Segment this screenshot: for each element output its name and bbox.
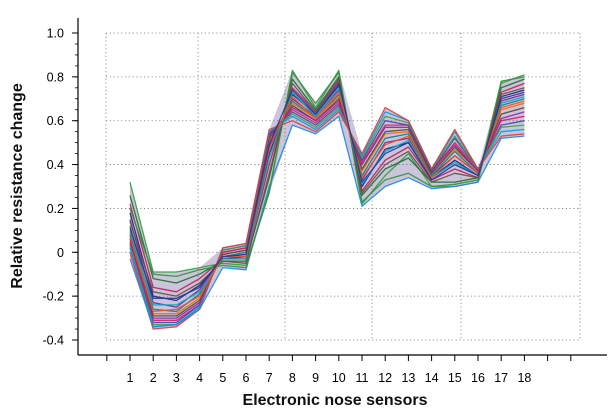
y-axis-title: Relative resistance change	[9, 83, 26, 289]
x-tick-label: 9	[312, 371, 319, 385]
x-tick-label: 18	[517, 371, 531, 385]
x-tick-label: 1	[127, 371, 134, 385]
series-line	[129, 76, 525, 284]
x-axis-title: Electronic nose sensors	[243, 392, 428, 409]
y-tick-label: 0.2	[47, 202, 64, 216]
x-tick-label: 10	[332, 371, 346, 385]
x-tick-label: 2	[150, 371, 157, 385]
y-tick-label: 1.0	[47, 27, 64, 41]
y-tick-label: -0.2	[42, 290, 64, 304]
y-tick-label: 0.6	[47, 114, 64, 128]
x-tick-label: 4	[196, 371, 203, 385]
x-tick-label: 15	[448, 371, 462, 385]
series-line	[129, 71, 525, 278]
series-line	[129, 91, 525, 313]
y-tick-label: 0.4	[47, 158, 64, 172]
series-line	[129, 82, 525, 299]
series-line	[129, 95, 525, 315]
series-line	[129, 104, 525, 324]
x-tick-label: 3	[173, 371, 180, 385]
series-line	[129, 115, 525, 328]
series-line	[129, 84, 525, 302]
y-tick-label: -0.4	[42, 334, 64, 348]
x-tick-label: 17	[494, 371, 508, 385]
series-line	[129, 78, 525, 297]
x-tick-label: 13	[401, 371, 415, 385]
x-tick-label: 16	[471, 371, 485, 385]
y-tick-label: 0.8	[47, 70, 64, 84]
x-tick-label: 5	[219, 371, 226, 385]
x-tick-label: 14	[425, 371, 439, 385]
series-line	[129, 109, 525, 328]
x-tick-label: 11	[356, 371, 369, 385]
series-line	[129, 87, 525, 306]
x-tick-label: 6	[243, 371, 250, 385]
series-layer	[129, 69, 525, 330]
y-tick-label: 0	[57, 246, 64, 260]
series-line	[129, 93, 525, 313]
series-line	[129, 98, 525, 317]
x-tick-label: 8	[289, 371, 296, 385]
x-tick-label: 12	[378, 371, 392, 385]
series-line	[129, 100, 525, 319]
ticks-layer: 1.00.80.60.40.20-0.2-0.41 2 3 4 5 6 7 8 9 10 11 12 1…	[42, 27, 572, 385]
x-tick-label: 7	[266, 371, 273, 385]
